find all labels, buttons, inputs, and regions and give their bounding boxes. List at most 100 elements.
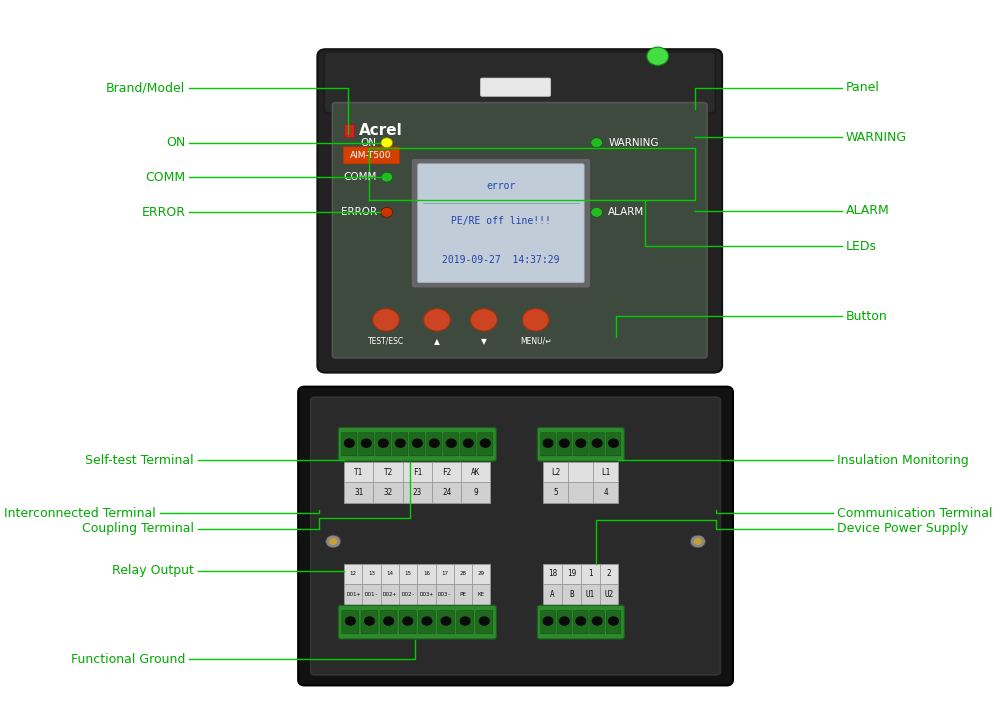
FancyBboxPatch shape xyxy=(427,433,442,456)
Text: error: error xyxy=(486,181,516,191)
Circle shape xyxy=(381,172,393,182)
Text: Relay Output: Relay Output xyxy=(112,565,194,577)
FancyBboxPatch shape xyxy=(343,147,399,164)
Text: T2: T2 xyxy=(383,467,393,477)
Bar xyxy=(417,564,436,584)
FancyBboxPatch shape xyxy=(590,433,604,456)
Text: ALARM: ALARM xyxy=(608,207,645,217)
Circle shape xyxy=(384,617,393,625)
Text: 23: 23 xyxy=(413,488,422,497)
FancyBboxPatch shape xyxy=(438,611,454,633)
Circle shape xyxy=(365,617,374,625)
Text: 14: 14 xyxy=(386,572,393,576)
Bar xyxy=(344,564,490,605)
Bar xyxy=(403,482,432,503)
Bar xyxy=(543,564,618,605)
FancyBboxPatch shape xyxy=(590,611,604,633)
Text: A: A xyxy=(550,590,555,599)
Bar xyxy=(344,482,373,503)
Text: COMM: COMM xyxy=(145,171,185,183)
Text: DO3-: DO3- xyxy=(438,592,452,597)
FancyBboxPatch shape xyxy=(573,433,588,456)
Bar xyxy=(399,584,417,605)
Circle shape xyxy=(522,309,549,331)
Bar xyxy=(432,462,461,482)
Text: U1: U1 xyxy=(586,590,595,599)
Circle shape xyxy=(441,617,451,625)
Circle shape xyxy=(481,439,490,447)
FancyBboxPatch shape xyxy=(461,433,476,456)
FancyBboxPatch shape xyxy=(537,427,624,461)
Text: Interconnected Terminal: Interconnected Terminal xyxy=(4,507,156,520)
Text: ERROR: ERROR xyxy=(341,207,377,217)
Circle shape xyxy=(560,617,569,625)
FancyBboxPatch shape xyxy=(359,433,374,456)
Text: Coupling Terminal: Coupling Terminal xyxy=(82,522,194,535)
Circle shape xyxy=(592,439,602,447)
Circle shape xyxy=(470,309,497,331)
Circle shape xyxy=(373,309,399,331)
Bar xyxy=(381,564,399,584)
Bar xyxy=(581,564,600,584)
Text: 13: 13 xyxy=(368,572,375,576)
Text: Brand/Model: Brand/Model xyxy=(106,82,185,94)
Bar xyxy=(543,564,562,584)
Text: WARNING: WARNING xyxy=(608,138,659,148)
FancyBboxPatch shape xyxy=(324,52,715,113)
Circle shape xyxy=(609,617,618,625)
Text: ▼: ▼ xyxy=(481,337,487,346)
Text: WARNING: WARNING xyxy=(846,131,907,143)
Circle shape xyxy=(381,207,393,217)
Bar xyxy=(472,564,490,584)
Bar xyxy=(543,462,568,482)
Circle shape xyxy=(345,439,354,447)
Text: T1: T1 xyxy=(354,467,363,477)
Circle shape xyxy=(592,617,602,625)
Bar xyxy=(543,584,562,605)
Bar xyxy=(461,482,490,503)
Text: ON: ON xyxy=(166,136,185,149)
FancyBboxPatch shape xyxy=(380,611,397,633)
Text: TEST/ESC: TEST/ESC xyxy=(368,337,404,346)
Bar xyxy=(472,584,490,605)
Text: COMM: COMM xyxy=(343,172,377,182)
Text: DO1-: DO1- xyxy=(365,592,379,597)
Bar xyxy=(362,584,381,605)
Bar xyxy=(568,482,593,503)
Bar xyxy=(432,482,461,503)
FancyBboxPatch shape xyxy=(338,427,496,461)
Text: 2: 2 xyxy=(607,569,611,579)
FancyBboxPatch shape xyxy=(573,611,588,633)
FancyBboxPatch shape xyxy=(418,164,584,283)
Text: 15: 15 xyxy=(405,572,412,576)
Bar xyxy=(562,584,581,605)
Circle shape xyxy=(694,538,701,544)
Bar xyxy=(373,482,403,503)
FancyBboxPatch shape xyxy=(480,78,551,96)
Text: 17: 17 xyxy=(441,572,448,576)
Bar xyxy=(344,584,362,605)
Circle shape xyxy=(330,538,337,544)
Text: DO2+: DO2+ xyxy=(383,592,397,597)
Text: 19: 19 xyxy=(567,569,576,579)
Circle shape xyxy=(690,535,705,548)
FancyBboxPatch shape xyxy=(476,611,493,633)
Text: Self-test Terminal: Self-test Terminal xyxy=(85,454,194,467)
Bar xyxy=(543,462,618,503)
Bar xyxy=(568,462,593,482)
Bar xyxy=(543,482,568,503)
Text: ERROR: ERROR xyxy=(141,206,185,219)
FancyBboxPatch shape xyxy=(399,611,416,633)
Bar xyxy=(454,564,472,584)
Text: Device Power Supply: Device Power Supply xyxy=(837,522,969,535)
FancyBboxPatch shape xyxy=(418,611,435,633)
Text: 18: 18 xyxy=(548,569,557,579)
Text: 9: 9 xyxy=(474,488,478,497)
Circle shape xyxy=(479,617,489,625)
Circle shape xyxy=(346,617,355,625)
Text: F1: F1 xyxy=(413,467,422,477)
Text: AIM-T500: AIM-T500 xyxy=(350,151,392,160)
Text: 28: 28 xyxy=(460,572,467,576)
Text: 24: 24 xyxy=(442,488,451,497)
Circle shape xyxy=(576,617,586,625)
